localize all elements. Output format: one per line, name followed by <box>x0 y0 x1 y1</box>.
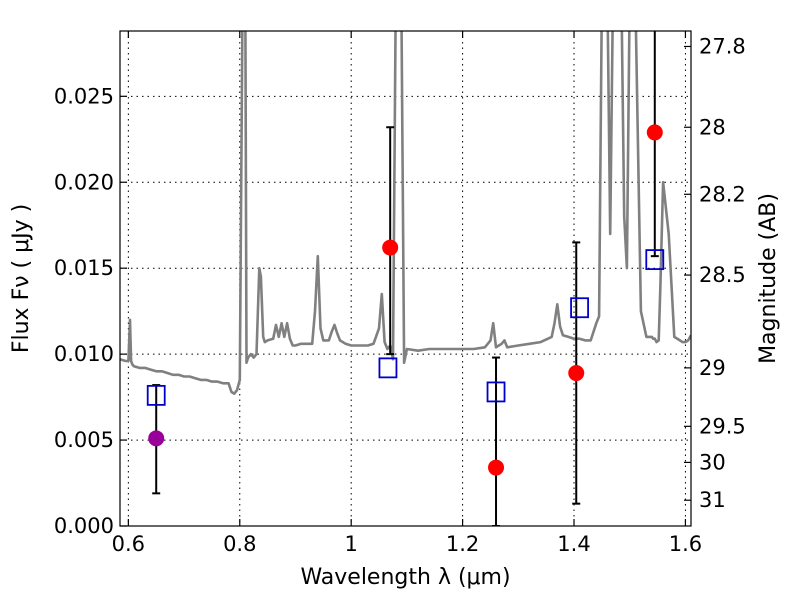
y-tick-label: 0.025 <box>54 84 114 108</box>
plot-frame <box>119 30 692 527</box>
axis-ticks: 0.6 0.8 1 1.2 1.4 1.6 0.000 0.005 0.010 0.015 0.02… <box>54 31 746 556</box>
x-tick-label: 1.4 <box>557 532 590 556</box>
model-spectrum-line <box>120 31 691 395</box>
x-tick-label: 1.6 <box>669 532 702 556</box>
model-photometry-square <box>645 249 665 270</box>
y-tick-label: 0.020 <box>54 170 114 194</box>
right-tick-label: 28.2 <box>699 182 746 206</box>
y-tick-label: 0.000 <box>54 514 114 538</box>
y-tick-label: 0.010 <box>54 342 114 366</box>
right-tick-label: 27.8 <box>699 34 746 58</box>
x-tick-label: 1 <box>344 532 357 556</box>
right-tick-label: 28.5 <box>699 263 746 287</box>
model-photometry-square <box>570 297 589 319</box>
observed-flux-point <box>646 124 663 141</box>
x-axis-label: Wavelength λ (μm) <box>300 565 510 590</box>
model-photometry-square <box>146 384 166 406</box>
observed-flux-point <box>568 365 585 382</box>
x-tick-label: 0.8 <box>223 532 256 556</box>
y-tick-label: 0.005 <box>54 428 114 452</box>
y-tick-label: 0.015 <box>54 256 114 280</box>
right-tick-label: 31 <box>699 488 726 512</box>
right-tick-label: 29 <box>699 356 726 380</box>
x-tick-label: 1.2 <box>446 532 479 556</box>
model-spectrum-layer <box>120 31 691 395</box>
observed-flux-point <box>148 430 165 447</box>
y-axis-label: Flux Fν ( μJy ) <box>9 204 34 353</box>
right-tick-label: 30 <box>699 450 726 474</box>
right-tick-label: 29.5 <box>699 414 746 438</box>
model-photometry-square <box>486 381 506 403</box>
observed-flux-point <box>488 459 505 476</box>
observed-flux-point <box>382 239 399 256</box>
right-axis-label: Magnitude (AB) <box>756 193 781 364</box>
grid <box>120 31 691 526</box>
x-tick-label: 0.6 <box>112 532 145 556</box>
right-tick-label: 28 <box>699 115 726 139</box>
error-bars <box>152 31 659 526</box>
model-photometry-square <box>378 357 398 379</box>
data-points <box>146 124 665 476</box>
